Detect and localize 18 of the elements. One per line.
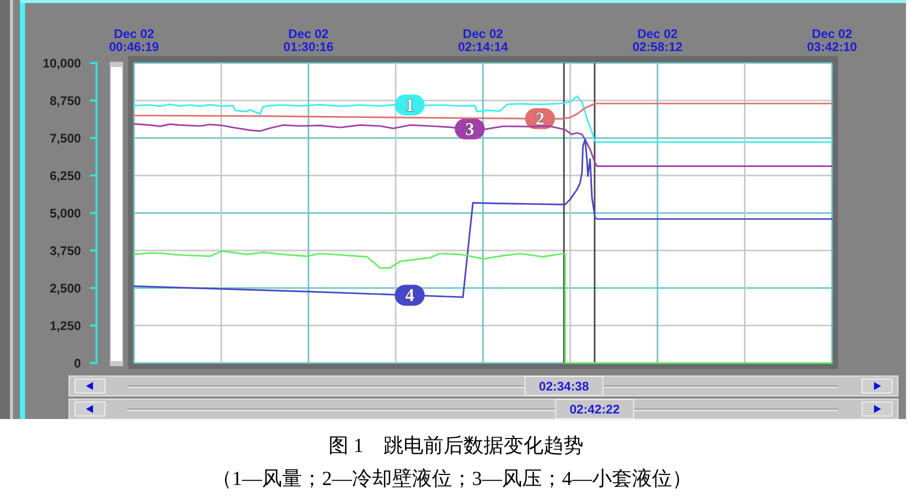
y-tick-label: 10,000 (42, 56, 82, 70)
annotation: 02:42:22 (570, 402, 620, 416)
y-tick-label: 5,000 (50, 206, 82, 220)
x-tick-label: Dec 02 01:30:16 (283, 27, 334, 54)
text: 图 1 跳电前后数据变化趋势 (328, 435, 584, 457)
x-tick-label: Dec 02 02:58:12 (632, 27, 683, 54)
y-tick-label: 2,500 (50, 282, 82, 296)
y-tick-label: 3,750 (50, 244, 82, 258)
y-tick-label: 0 (74, 356, 82, 370)
x-tick-label: Dec 02 02:14:14 (458, 27, 508, 54)
y-tick-label: 6,250 (50, 169, 82, 183)
annotation: 02:34:38 (538, 380, 589, 394)
y-tick-label: 7,500 (50, 132, 82, 146)
y-tick-label: 8,750 (50, 94, 82, 108)
y-tick-label: 1,250 (50, 319, 82, 333)
text: （1—风量；2—冷却壁液位；3—风压；4—小套液位） (212, 468, 692, 490)
x-tick-label: Dec 02 03:42:10 (806, 27, 858, 54)
x-tick-label: Dec 02 00:46:19 (108, 27, 160, 54)
